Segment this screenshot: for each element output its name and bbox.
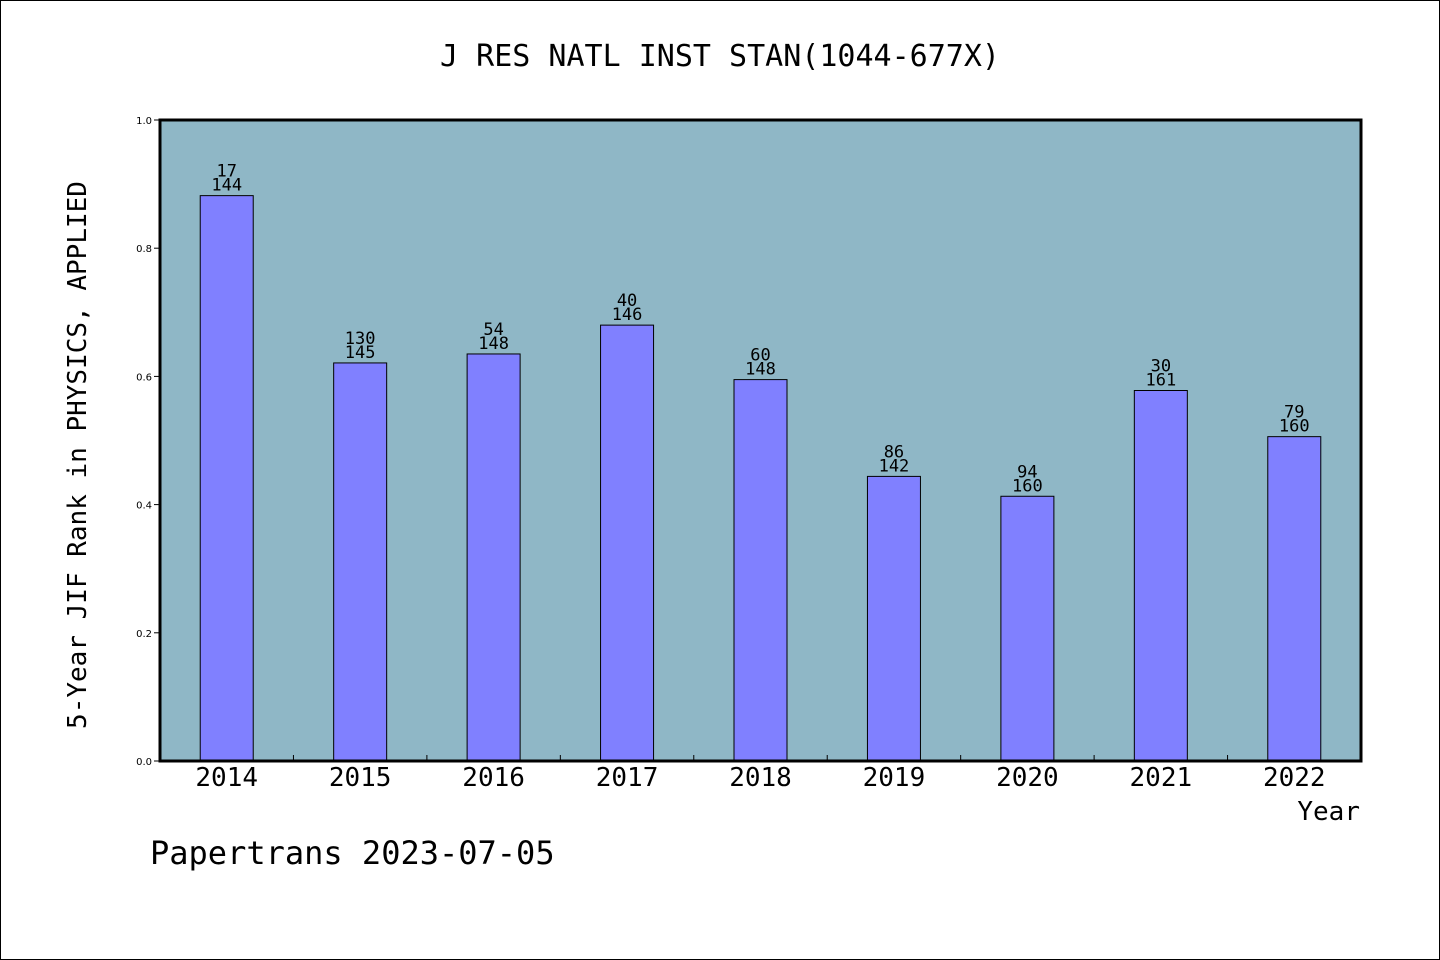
x-tick-label: 2020 bbox=[996, 763, 1059, 793]
bar-total-label: 145 bbox=[345, 343, 376, 363]
bar-rank-label: 130 bbox=[345, 329, 376, 349]
x-axis-ticks: 2014 2015 2016 2017 2018 2019 2020 2021 2022 bbox=[195, 755, 1326, 793]
bar-rank-label: 17 bbox=[216, 162, 236, 182]
x-tick-label: 2017 bbox=[596, 763, 659, 793]
bar-total-label: 146 bbox=[612, 305, 643, 325]
bar bbox=[866, 475, 921, 762]
y-tick-label: 0.4 bbox=[136, 501, 152, 512]
x-axis-label: Year bbox=[1297, 797, 1360, 827]
chart-title: J RES NATL INST STAN(1044-677X) bbox=[440, 39, 1000, 74]
bar-rank-label: 94 bbox=[1017, 462, 1037, 482]
y-axis-ticks: 0.0 0.2 0.4 0.6 0.8 1.0 bbox=[136, 116, 160, 768]
x-tick-label: 2016 bbox=[462, 763, 525, 793]
bar-total-label: 148 bbox=[478, 334, 509, 354]
x-tick-label: 2022 bbox=[1263, 763, 1326, 793]
bar-total-label: 161 bbox=[1145, 371, 1176, 391]
y-tick-label: 1.0 bbox=[136, 116, 152, 127]
bar-rank-label: 60 bbox=[750, 346, 770, 366]
bar-rank-label: 79 bbox=[1284, 403, 1304, 423]
bar bbox=[1000, 495, 1055, 762]
bar-rank-label: 54 bbox=[483, 320, 503, 340]
y-tick-label: 0.2 bbox=[136, 629, 152, 640]
bar bbox=[466, 353, 521, 762]
x-tick-label: 2015 bbox=[329, 763, 392, 793]
bar-total-label: 144 bbox=[211, 176, 242, 196]
bar-total-label: 142 bbox=[879, 456, 910, 476]
bar-rank-label: 40 bbox=[617, 291, 637, 311]
bar-total-label: 148 bbox=[745, 360, 776, 380]
bar-total-label: 160 bbox=[1279, 417, 1310, 437]
bar bbox=[600, 324, 655, 762]
footer-credit: Papertrans 2023-07-05 bbox=[150, 834, 555, 872]
x-tick-label: 2019 bbox=[863, 763, 926, 793]
bar-rank-label: 86 bbox=[884, 442, 904, 462]
plot-border bbox=[158, 118, 1363, 763]
bar bbox=[1133, 390, 1188, 762]
y-axis-label: 5-Year JIF Rank in PHYSICS, APPLIED bbox=[63, 181, 93, 729]
bar bbox=[733, 379, 788, 762]
x-tick-label: 2014 bbox=[195, 763, 258, 793]
bar bbox=[1267, 436, 1322, 762]
x-tick-label: 2018 bbox=[729, 763, 792, 793]
bar bbox=[333, 362, 388, 762]
y-tick-label: 0.6 bbox=[136, 372, 152, 383]
y-tick-label: 0.8 bbox=[136, 244, 152, 255]
bar-total-label: 160 bbox=[1012, 476, 1043, 496]
bar-rank-label: 30 bbox=[1151, 357, 1171, 377]
y-tick-label: 0.0 bbox=[136, 757, 152, 768]
x-tick-label: 2021 bbox=[1130, 763, 1193, 793]
bar bbox=[199, 195, 254, 762]
